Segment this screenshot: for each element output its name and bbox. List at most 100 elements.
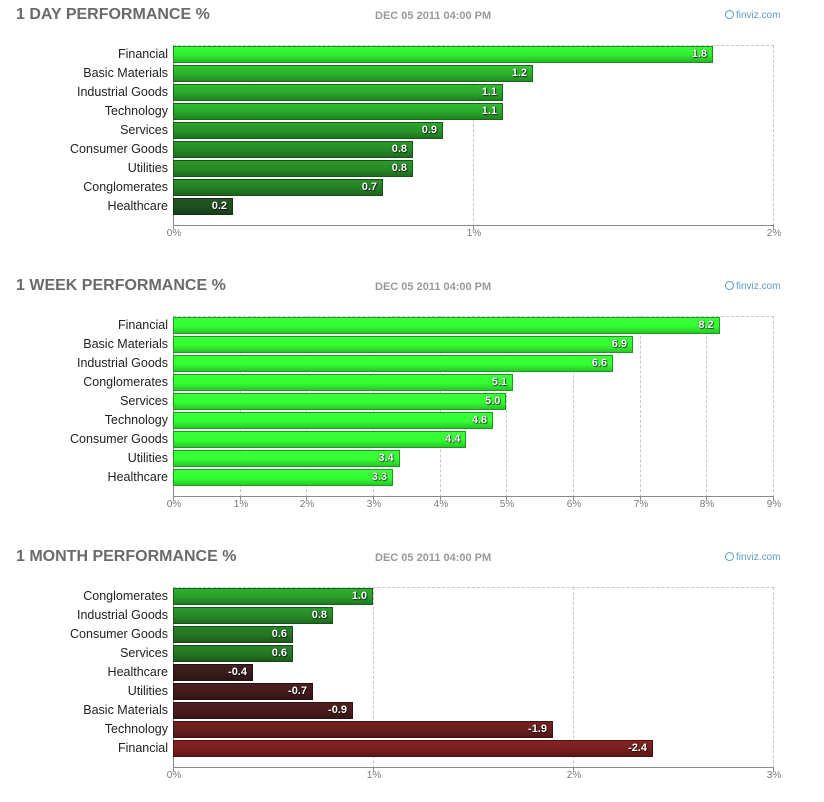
x-tick-label: 3% [366, 499, 382, 510]
category-label: Conglomerates [83, 180, 168, 194]
tick-mark [173, 767, 174, 771]
grid-line [506, 316, 507, 497]
category-label: Utilities [127, 451, 168, 465]
bar-value-label: 3.4 [378, 452, 394, 464]
bar-value-label: 0.9 [421, 124, 437, 136]
category-label: Services [120, 123, 168, 137]
brand-link[interactable]: finviz.com [725, 281, 780, 292]
chart-date: DEC 05 2011 04:00 PM [375, 552, 492, 564]
bar-value-label: 6.6 [591, 357, 607, 369]
tick-mark [373, 767, 374, 771]
chart-panel: 1 DAY PERFORMANCE % DEC 05 2011 04:00 PM f… [0, 0, 824, 260]
chart-panel: 1 MONTH PERFORMANCE % DEC 05 2011 04:00 P… [0, 542, 824, 802]
bar [173, 393, 507, 410]
tick-mark [440, 496, 441, 500]
category-label: Financial [117, 47, 168, 61]
bar-value-label: 0.6 [271, 628, 287, 640]
x-tick-label: 2% [566, 770, 582, 781]
tick-mark [240, 496, 241, 500]
category-label: Industrial Goods [76, 356, 168, 370]
x-tick-label: 4% [433, 499, 449, 510]
x-tick-label: 1% [233, 499, 249, 510]
bar-value-label: 3.3 [371, 471, 387, 483]
chart-date: DEC 05 2011 04:00 PM [375, 281, 492, 293]
tick-mark [640, 496, 641, 500]
category-label: Financial [117, 741, 168, 755]
grid-line [706, 316, 707, 497]
x-tick-label: 0% [166, 228, 182, 239]
tick-mark [173, 225, 174, 229]
bar-value-label: 1.0 [351, 590, 367, 602]
bar [173, 645, 293, 662]
bar [173, 317, 720, 334]
bar [173, 122, 443, 139]
x-tick-label: 8% [699, 499, 715, 510]
grid-line [473, 45, 474, 226]
category-label: Healthcare [107, 199, 168, 213]
bar [173, 450, 400, 467]
tick-mark [173, 496, 174, 500]
bar [173, 103, 503, 120]
tick-mark [373, 496, 374, 500]
x-tick-label: 2% [766, 228, 782, 239]
x-tick-label: 3% [766, 770, 782, 781]
bar-value-label: 0.8 [391, 162, 407, 174]
bar [173, 607, 333, 624]
bar-value-label: -2.4 [628, 742, 647, 754]
category-label: Technology [104, 413, 168, 427]
category-label: Utilities [127, 684, 168, 698]
bar [173, 431, 467, 448]
category-label: Services [120, 646, 168, 660]
category-label: Financial [117, 318, 168, 332]
category-label: Basic Materials [83, 337, 168, 351]
x-tick-label: 7% [633, 499, 649, 510]
tick-mark [306, 496, 307, 500]
bar [173, 46, 713, 63]
bar [173, 84, 503, 101]
bar [173, 179, 383, 196]
chart-panel: 1 WEEK PERFORMANCE % DEC 05 2011 04:00 PM… [0, 271, 824, 531]
bar-value-label: 0.6 [271, 647, 287, 659]
category-label: Consumer Goods [70, 627, 168, 641]
tick-mark [573, 496, 574, 500]
bar [173, 141, 413, 158]
bar-value-label: 0.8 [391, 143, 407, 155]
bar-value-label: 1.2 [511, 67, 527, 79]
bar [173, 702, 353, 719]
bar [173, 198, 233, 215]
bar-value-label: 1.1 [481, 105, 497, 117]
category-label: Conglomerates [83, 375, 168, 389]
bar [173, 740, 653, 757]
bar-value-label: 4.4 [445, 433, 461, 445]
bar [173, 65, 533, 82]
category-label: Industrial Goods [76, 608, 168, 622]
category-label: Basic Materials [83, 66, 168, 80]
bar-value-label: -0.9 [328, 704, 347, 716]
globe-icon [725, 281, 734, 290]
brand-link[interactable]: finviz.com [725, 10, 780, 21]
category-label: Consumer Goods [70, 142, 168, 156]
bar-value-label: 5.0 [485, 395, 501, 407]
bar-value-label: 0.7 [361, 181, 377, 193]
category-label: Healthcare [107, 470, 168, 484]
bar [173, 626, 293, 643]
brand-link[interactable]: finviz.com [725, 552, 780, 563]
category-label: Utilities [127, 161, 168, 175]
category-label: Technology [104, 104, 168, 118]
bar-value-label: 5.1 [491, 376, 507, 388]
category-label: Basic Materials [83, 703, 168, 717]
bar-value-label: 0.2 [211, 200, 227, 212]
bar-value-label: 0.8 [311, 609, 327, 621]
bar [173, 683, 313, 700]
bar [173, 664, 253, 681]
category-label: Healthcare [107, 665, 168, 679]
chart-date: DEC 05 2011 04:00 PM [375, 10, 492, 22]
brand-text: finviz.com [736, 552, 781, 563]
category-label: Consumer Goods [70, 432, 168, 446]
globe-icon [725, 10, 734, 19]
bar [173, 721, 553, 738]
tick-mark [473, 225, 474, 229]
bar-value-label: 4.8 [471, 414, 487, 426]
x-tick-label: 6% [566, 499, 582, 510]
brand-text: finviz.com [736, 10, 781, 21]
